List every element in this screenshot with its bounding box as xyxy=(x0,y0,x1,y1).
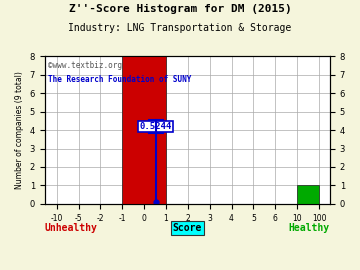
Bar xyxy=(297,185,319,204)
Text: 0.5244: 0.5244 xyxy=(139,122,172,131)
Text: Score: Score xyxy=(172,223,202,233)
Text: Healthy: Healthy xyxy=(289,223,330,233)
Text: ©www.textbiz.org: ©www.textbiz.org xyxy=(48,61,122,70)
Text: Z''-Score Histogram for DM (2015): Z''-Score Histogram for DM (2015) xyxy=(69,4,291,14)
Text: Unhealthy: Unhealthy xyxy=(45,223,98,233)
Bar xyxy=(122,56,166,204)
Text: Industry: LNG Transportation & Storage: Industry: LNG Transportation & Storage xyxy=(68,23,292,33)
Text: The Research Foundation of SUNY: The Research Foundation of SUNY xyxy=(48,76,191,85)
Y-axis label: Number of companies (9 total): Number of companies (9 total) xyxy=(15,71,24,189)
